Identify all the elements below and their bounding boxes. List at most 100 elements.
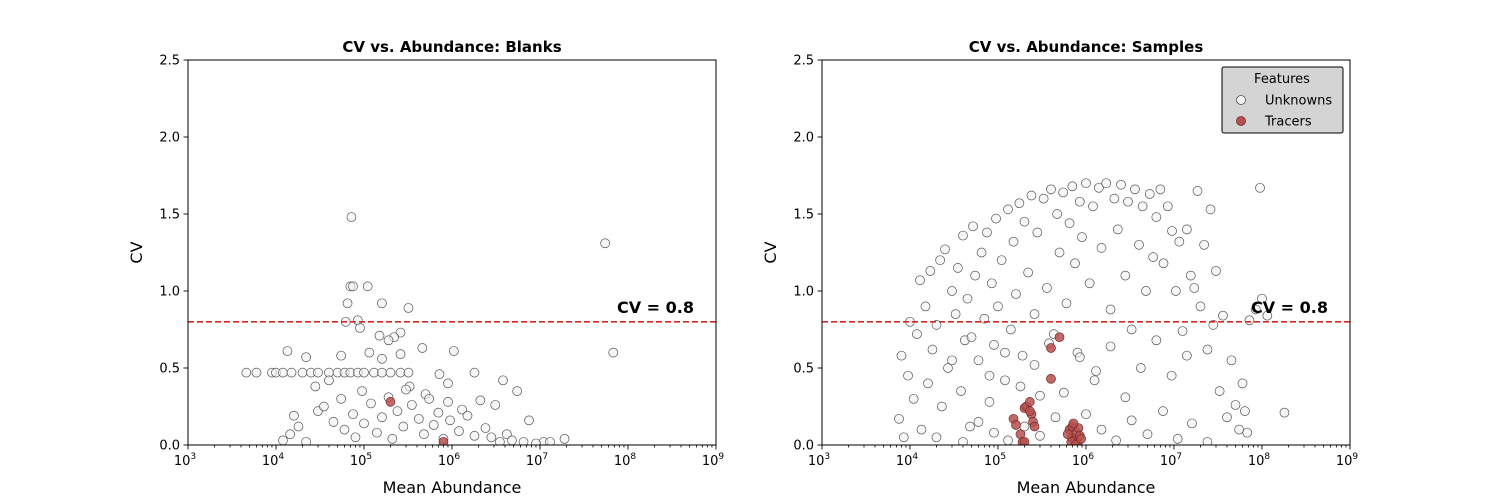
unknowns-point [357, 386, 367, 396]
unknowns-point [979, 313, 990, 324]
unknowns-point [285, 429, 296, 440]
unknowns-point [336, 393, 347, 404]
unknowns-point [1185, 270, 1196, 281]
unknowns-point [925, 266, 936, 276]
unknowns-point [454, 426, 464, 436]
unknowns-point [362, 281, 373, 292]
unknowns-point [1144, 189, 1155, 199]
unknowns-point [600, 238, 611, 249]
unknowns-point [1032, 227, 1043, 238]
unknowns-point [1035, 390, 1045, 401]
unknowns-point [1166, 370, 1177, 381]
unknowns-point [984, 370, 995, 381]
unknowns-point [973, 417, 984, 427]
unknowns-point [993, 301, 1003, 312]
tracers-point [385, 397, 396, 407]
unknowns-point [1195, 301, 1206, 312]
unknowns-point [377, 353, 387, 364]
unknowns-point [507, 435, 517, 445]
unknowns-point [1008, 236, 1019, 247]
unknowns-point [443, 378, 453, 389]
unknowns-point [1182, 350, 1192, 361]
unknowns-point [1096, 243, 1107, 253]
unknowns-point [1006, 324, 1016, 335]
x-axis-label: Mean Abundance [383, 478, 522, 497]
unknowns-point [958, 437, 968, 445]
unknowns-point [1029, 360, 1040, 370]
chart-2: CV vs. Abundance: Samples 103 104 105 106 107… [761, 38, 1358, 497]
unknowns-point [348, 281, 358, 292]
x-tick-label: 106 [1072, 452, 1095, 469]
x-tick-label: 105 [350, 452, 372, 469]
tracers-point [1054, 332, 1065, 343]
y-tick-label: 2.0 [793, 131, 814, 146]
unknowns-point [1182, 224, 1192, 235]
unknowns-point [1134, 239, 1144, 250]
unknowns-point [927, 344, 938, 355]
unknowns-point [1081, 409, 1091, 420]
unknowns-point [903, 370, 913, 381]
unknowns-point [1067, 181, 1078, 192]
unknowns-point [486, 432, 497, 443]
unknowns-point [991, 213, 1001, 224]
unknowns-point [1126, 415, 1137, 426]
unknowns-point [1101, 178, 1112, 189]
x-tick-label: 103 [808, 452, 830, 469]
unknowns-point [1111, 435, 1121, 445]
unknowns-point [495, 437, 505, 445]
unknowns-point [1155, 184, 1166, 195]
unknowns-point [996, 255, 1007, 266]
plot-frame [187, 59, 717, 446]
unknowns-point [387, 433, 398, 444]
unknowns-point [1015, 381, 1026, 392]
legend: Features Unknowns Tracers [1221, 66, 1344, 134]
unknowns-point [1135, 363, 1146, 373]
unknowns-point [1017, 350, 1028, 361]
threshold-label: CV = 0.8 [1251, 298, 1328, 317]
unknowns-point [608, 347, 619, 358]
unknowns-point [1026, 190, 1037, 201]
chart-title: CV vs. Abundance: Blanks [342, 38, 561, 56]
unknowns-point [931, 320, 942, 330]
legend-title: Features [1254, 72, 1310, 87]
unknowns-point [915, 275, 925, 286]
unknowns-point [348, 409, 358, 420]
unknowns-point [1074, 196, 1085, 207]
legend-label: Unknowns [1265, 94, 1332, 109]
unknowns-point [359, 418, 369, 429]
tracers-point [1062, 429, 1073, 440]
unknowns-point [1162, 201, 1173, 212]
unknowns-point [1096, 424, 1107, 435]
unknowns-point [908, 393, 919, 404]
unknowns-point [936, 401, 947, 412]
unknowns-point [377, 367, 387, 378]
unknowns-point [1061, 298, 1072, 309]
unknowns-point [407, 400, 417, 410]
unknowns-point [403, 367, 414, 378]
unknowns-point [449, 346, 459, 356]
unknowns-point [480, 423, 491, 433]
unknowns-point [1000, 375, 1010, 386]
unknowns-point [894, 413, 904, 424]
unknowns-point [339, 424, 350, 435]
y-tick-label: 0.0 [793, 439, 814, 454]
legend-marker [1236, 95, 1246, 105]
tracers-point [1011, 420, 1021, 430]
unknowns-point [953, 263, 963, 273]
unknowns-point [1014, 198, 1025, 209]
unknowns-point [940, 244, 950, 255]
unknowns-point [1011, 289, 1021, 299]
unknowns-point [958, 230, 968, 241]
unknowns-point [923, 378, 933, 389]
unknowns-point [1029, 309, 1040, 319]
unknowns-point [1091, 366, 1101, 376]
unknowns-point [1126, 324, 1137, 335]
unknowns-point [986, 278, 997, 289]
unknowns-point [392, 406, 403, 416]
unknowns-point [962, 293, 973, 304]
unknowns-point [1234, 424, 1245, 435]
unknowns-point [1205, 204, 1216, 215]
unknowns-point [377, 412, 387, 423]
unknowns-point [301, 352, 311, 363]
unknowns-point [1130, 184, 1140, 195]
